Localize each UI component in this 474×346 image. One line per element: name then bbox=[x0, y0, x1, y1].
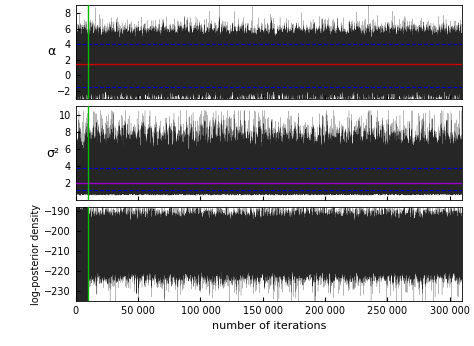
X-axis label: number of iterations: number of iterations bbox=[212, 321, 326, 331]
Y-axis label: α: α bbox=[47, 45, 55, 58]
Y-axis label: log-posterior density: log-posterior density bbox=[31, 204, 41, 305]
Y-axis label: σ²: σ² bbox=[46, 147, 60, 160]
